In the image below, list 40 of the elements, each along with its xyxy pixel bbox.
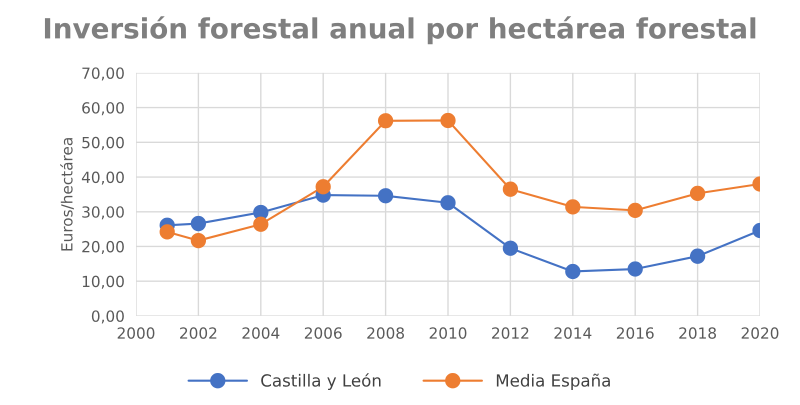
- x-tick-label: 2018: [679, 327, 716, 339]
- point: [502, 182, 518, 197]
- point: [440, 195, 456, 210]
- point: [565, 199, 580, 215]
- point: [190, 232, 206, 248]
- x-tick-label: 2016: [616, 327, 654, 339]
- point: [628, 202, 643, 218]
- point: [253, 216, 268, 232]
- point: [502, 240, 518, 256]
- point: [690, 248, 706, 264]
- y-tick-label: 50,00: [82, 136, 124, 150]
- x-tick-label: 2008: [367, 327, 404, 339]
- y-tick-label: 40,00: [82, 172, 124, 185]
- x-tick-label: 2002: [180, 327, 216, 339]
- legend-label: Castilla y León: [261, 373, 380, 390]
- point: [160, 224, 175, 240]
- point: [690, 186, 706, 201]
- point: [440, 112, 456, 128]
- y-tick-label: 70,00: [82, 67, 124, 80]
- x-tick-label: 2000: [118, 327, 154, 339]
- x-tick-label: 2006: [304, 327, 342, 339]
- y-tick-label: 60,00: [82, 102, 124, 116]
- x-tick-label: 2010: [430, 327, 466, 339]
- y-axis-title: Euros/hectárea: [60, 138, 74, 251]
- point: [378, 188, 394, 204]
- y-tick-label: 20,00: [82, 240, 124, 254]
- x-tick-label: 2012: [492, 327, 528, 339]
- x-tick-label: 2020: [742, 327, 778, 339]
- chart-title: Inversión forestal anual por hectárea forestal: [44, 16, 756, 44]
- point: [628, 261, 643, 277]
- y-tick-label: 0,00: [92, 310, 124, 324]
- point: [378, 113, 394, 128]
- y-tick-label: 30,00: [82, 206, 124, 220]
- x-tick-label: 2014: [554, 327, 592, 339]
- point: [316, 179, 331, 194]
- x-tick-label: 2004: [242, 327, 280, 339]
- y-tick-label: 10,00: [82, 276, 124, 289]
- point: [565, 264, 580, 280]
- legend-label: Media España: [496, 374, 610, 390]
- point: [190, 216, 206, 232]
